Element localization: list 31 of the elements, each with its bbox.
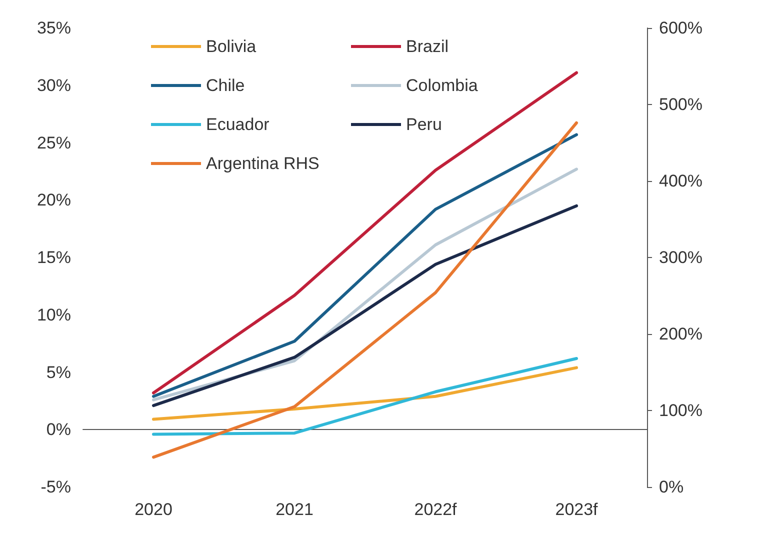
y-tick-label: 5% — [46, 362, 71, 382]
y-tick-label: 25% — [36, 133, 71, 152]
x-tick-label: 2023f — [555, 500, 598, 519]
y-tick-label: 30% — [36, 76, 71, 95]
y2-tick-label: 400% — [659, 172, 702, 190]
line-series — [152, 356, 578, 436]
legend-label: Brazil — [406, 37, 449, 56]
x-tick-label: 2020 — [134, 500, 172, 519]
line-series — [152, 204, 578, 408]
legend-label: Ecuador — [206, 115, 270, 134]
legend-label: Chile — [206, 76, 245, 95]
legend-label: Colombia — [406, 76, 478, 95]
y2-tick-label: 0% — [659, 478, 684, 496]
y2-tick-label: 300% — [659, 248, 702, 267]
y-tick-label: 15% — [36, 248, 71, 267]
line-series — [152, 366, 578, 421]
line-series — [152, 71, 578, 394]
legend-label: Argentina RHS — [206, 154, 320, 173]
y-tick-label: 10% — [36, 305, 71, 324]
y2-tick-label: 200% — [659, 324, 702, 344]
x-tick-label: 2022f — [414, 500, 458, 519]
legend-label: Bolivia — [206, 37, 257, 56]
y2-tick-label: 500% — [659, 95, 702, 114]
y-tick-label: 20% — [36, 190, 71, 210]
y-tick-label: 0% — [46, 420, 71, 440]
x-tick-label: 2021 — [276, 500, 314, 519]
legend-label: Peru — [406, 115, 442, 134]
y-tick-label: 35% — [36, 18, 71, 38]
y2-tick-label: 100% — [659, 401, 702, 420]
y-tick-label: -5% — [40, 478, 71, 496]
y2-tick-label: 600% — [659, 18, 702, 38]
